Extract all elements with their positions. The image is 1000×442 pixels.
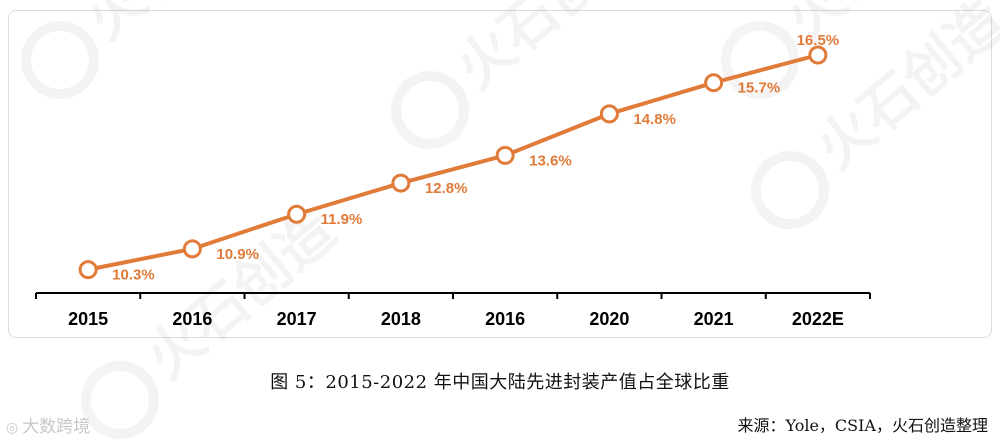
data-label-layer: 10.3% 10.9% 11.9% 12.8% 13.6% 14.8% 15.7% 16.5% <box>112 32 839 284</box>
data-label: 14.8% <box>633 111 676 128</box>
x-tick-label: 2016 <box>485 309 525 329</box>
data-label: 15.7% <box>738 80 781 97</box>
x-tick-label: 2016 <box>172 309 212 329</box>
data-point <box>599 104 619 124</box>
flame-logo-icon <box>721 21 799 99</box>
x-tick-label: 2022E <box>792 309 844 329</box>
data-point <box>391 173 411 193</box>
data-label: 10.9% <box>216 246 259 263</box>
data-point <box>808 45 828 65</box>
data-label: 11.9% <box>321 211 363 228</box>
watermark-text: 火石创造 <box>134 198 347 392</box>
series-line <box>87 53 819 272</box>
watermark: 火石创造 <box>391 0 658 149</box>
series-layer <box>78 45 828 280</box>
watermark: 火石创造 <box>21 0 288 99</box>
flame-logo-icon <box>21 21 99 99</box>
data-point <box>704 73 724 93</box>
flame-logo-icon <box>751 151 829 229</box>
data-label: 16.5% <box>797 32 840 49</box>
watermark-text: 火石创造 <box>444 0 657 102</box>
data-label: 10.3% <box>112 267 155 284</box>
flame-logo-icon <box>391 71 469 149</box>
chart-frame <box>8 10 992 338</box>
data-point <box>287 204 307 224</box>
logo-icon: ◎ <box>6 420 19 436</box>
flame-logo-icon <box>81 361 159 439</box>
x-tick-label: 2017 <box>277 309 317 329</box>
x-axis: 2015 2016 2017 2018 2016 2020 2021 2022E <box>35 292 871 329</box>
data-point <box>182 239 202 259</box>
x-tick-label: 2015 <box>68 309 108 329</box>
data-label: 13.6% <box>529 152 572 169</box>
data-point <box>495 145 515 165</box>
x-tick-label: 2018 <box>381 309 421 329</box>
x-tick-label: 2021 <box>694 309 734 329</box>
bottom-logo: ◎ 大数跨境 <box>6 412 90 437</box>
source-note: 来源：Yole，CSIA，火石创造整理 <box>737 416 988 435</box>
watermark-text: 火石创造 <box>74 0 287 52</box>
x-tick-label: 2020 <box>589 309 629 329</box>
bottom-logo-text: 大数跨境 <box>22 417 91 437</box>
data-point <box>78 260 98 280</box>
data-label: 12.8% <box>425 180 468 197</box>
figure-caption: 图 5：2015-2022 年中国大陆先进封装产值占全球比重 <box>270 372 730 393</box>
